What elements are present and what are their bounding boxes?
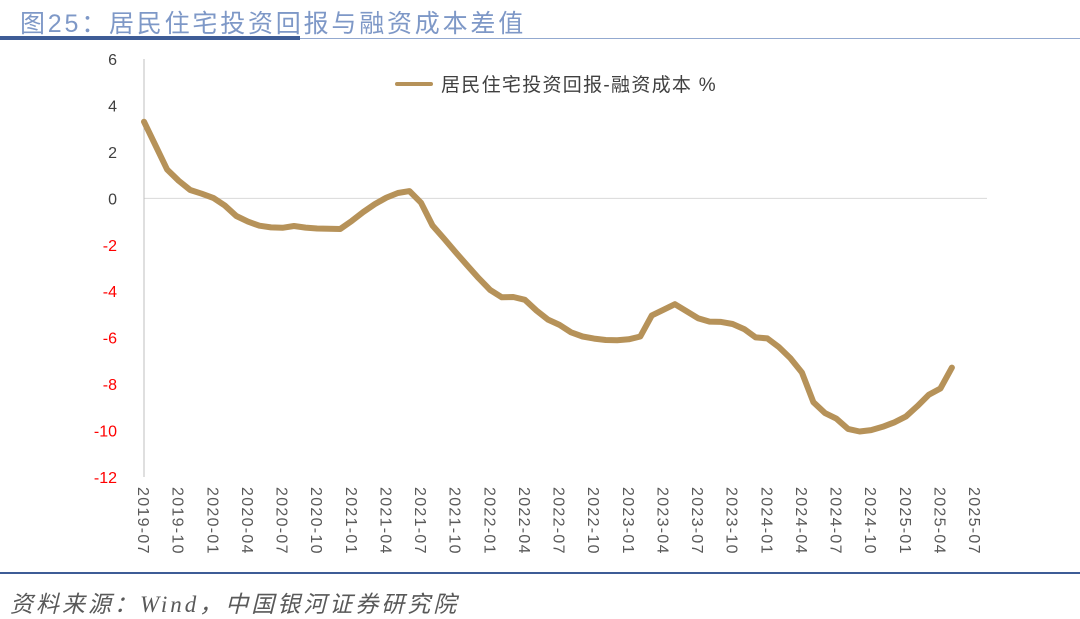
svg-text:-4: -4: [103, 284, 117, 301]
svg-text:2022-01: 2022-01: [480, 487, 497, 555]
svg-text:-6: -6: [103, 331, 117, 348]
svg-text:2020-01: 2020-01: [203, 487, 220, 555]
svg-text:2020-04: 2020-04: [238, 487, 255, 555]
svg-text:2019-10: 2019-10: [169, 487, 186, 555]
svg-text:-8: -8: [103, 377, 117, 394]
svg-text:2024-07: 2024-07: [827, 487, 844, 555]
svg-text:2023-07: 2023-07: [688, 487, 705, 555]
svg-text:2: 2: [108, 145, 117, 162]
svg-text:2022-07: 2022-07: [550, 487, 567, 555]
svg-text:2023-10: 2023-10: [723, 487, 740, 555]
svg-text:2022-10: 2022-10: [584, 487, 601, 555]
svg-text:2021-10: 2021-10: [446, 487, 463, 555]
svg-text:2024-01: 2024-01: [757, 487, 774, 555]
svg-text:2024-10: 2024-10: [861, 487, 878, 555]
svg-text:-2: -2: [103, 238, 117, 255]
svg-text:2022-04: 2022-04: [515, 487, 532, 555]
svg-text:2025-04: 2025-04: [930, 487, 947, 555]
svg-text:4: 4: [108, 98, 117, 115]
svg-text:2023-04: 2023-04: [653, 487, 670, 555]
svg-text:2025-01: 2025-01: [896, 487, 913, 555]
svg-text:2019-07: 2019-07: [134, 487, 151, 555]
svg-text:2023-01: 2023-01: [619, 487, 636, 555]
svg-text:6: 6: [108, 52, 117, 69]
svg-text:2024-04: 2024-04: [792, 487, 809, 555]
svg-text:2020-10: 2020-10: [307, 487, 324, 555]
svg-text:-12: -12: [94, 470, 117, 487]
svg-text:2021-07: 2021-07: [411, 487, 428, 555]
svg-text:2021-04: 2021-04: [376, 487, 393, 555]
svg-text:2021-01: 2021-01: [342, 487, 359, 555]
svg-text:0: 0: [108, 191, 117, 208]
svg-text:-10: -10: [94, 424, 117, 441]
svg-text:2020-07: 2020-07: [273, 487, 290, 555]
svg-text:2025-07: 2025-07: [965, 487, 982, 555]
